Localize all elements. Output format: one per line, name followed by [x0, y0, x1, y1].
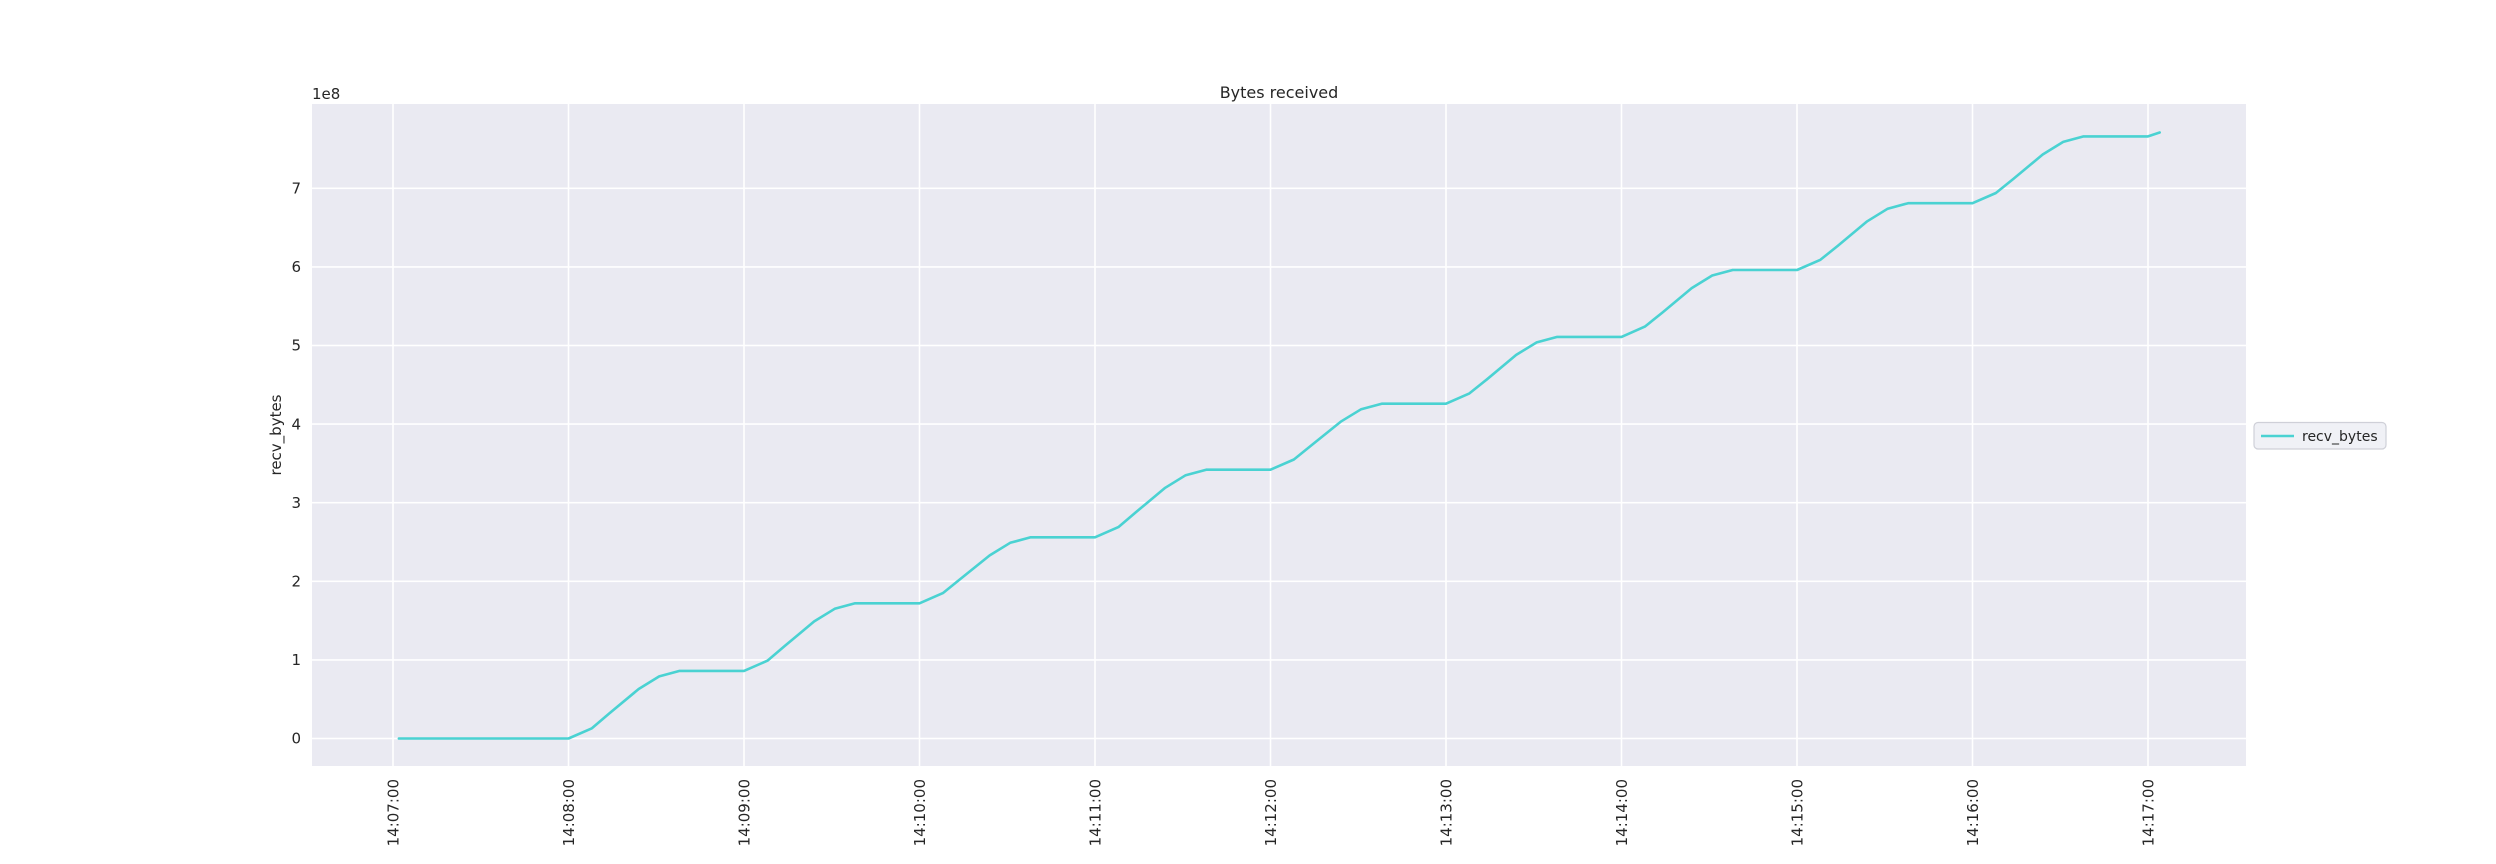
- legend-label: recv_bytes: [2302, 429, 2378, 445]
- x-tick-label: 14:09:00: [736, 779, 754, 846]
- y-axis-tick-labels: 0 1 2 3 4 5 6 7: [291, 180, 301, 748]
- legend-box: [2253, 421, 2387, 450]
- y-tick-label: 5: [291, 337, 301, 355]
- y-axis-label: recv_bytes: [267, 394, 286, 475]
- x-tick-label: 14:10:00: [911, 779, 929, 846]
- x-axis-tick-labels: 14:07:00 14:08:00 14:09:00 14:10:00 14:11:00…: [385, 779, 2158, 846]
- x-tick-label: 14:15:00: [1789, 779, 1807, 846]
- x-tick-label: 14:17:00: [2140, 779, 2158, 846]
- y-tick-label: 3: [291, 494, 301, 512]
- legend: recv_bytes: [2253, 421, 2387, 450]
- grid-lines: [312, 104, 2246, 766]
- x-tick-label: 14:14:00: [1613, 779, 1631, 846]
- plot-area: [312, 104, 2246, 766]
- y-tick-label: 1: [291, 651, 301, 669]
- y-tick-label: 0: [291, 730, 301, 748]
- x-tick-label: 14:08:00: [560, 779, 578, 846]
- y-tick-label: 7: [291, 180, 301, 198]
- x-tick-label: 14:12:00: [1262, 779, 1280, 846]
- recv-bytes-line: [397, 131, 2161, 740]
- x-tick-label: 14:07:00: [385, 779, 403, 846]
- x-tick-label: 14:13:00: [1438, 779, 1456, 846]
- x-tick-label: 14:16:00: [1964, 779, 1982, 846]
- x-tick-label: 14:11:00: [1087, 779, 1105, 846]
- y-axis-offset-label: 1e8: [312, 85, 340, 103]
- y-tick-label: 4: [291, 415, 301, 433]
- y-tick-label: 6: [291, 258, 301, 276]
- y-tick-label: 2: [291, 573, 301, 591]
- chart-title: Bytes received: [1220, 83, 1339, 102]
